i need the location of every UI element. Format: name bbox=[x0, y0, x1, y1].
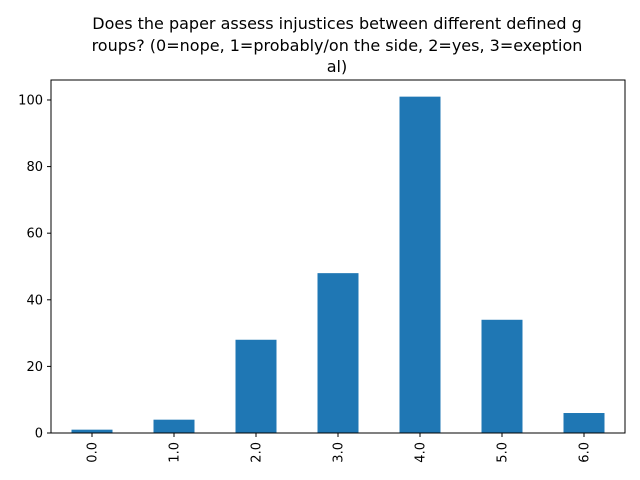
bar-3.0 bbox=[317, 273, 359, 433]
y-tick-label: 20 bbox=[26, 360, 43, 375]
chart-title-line-3: al) bbox=[327, 57, 348, 76]
chart-title-line-2: roups? (0=nope, 1=probably/on the side, … bbox=[92, 36, 583, 55]
bar-5.0 bbox=[481, 319, 523, 433]
bar-4.0 bbox=[399, 96, 441, 433]
chart-title: Does the paper assess injustices between… bbox=[92, 14, 583, 76]
bar-6.0 bbox=[563, 413, 605, 433]
x-tick-label: 0.0 bbox=[86, 442, 101, 463]
x-tick-label: 3.0 bbox=[332, 442, 347, 463]
y-tick-label: 60 bbox=[26, 227, 43, 242]
x-tick-label: 6.0 bbox=[578, 442, 593, 463]
y-tick-label: 0 bbox=[35, 427, 43, 442]
plot-area: 0 20 40 60 80 100 0.0 1.0 2.0 3.0 4.0 5.0 6.0 bbox=[18, 79, 626, 463]
y-tick-label: 80 bbox=[26, 160, 43, 175]
x-tick-label: 2.0 bbox=[250, 442, 265, 463]
y-tick-label: 100 bbox=[18, 93, 43, 108]
chart-title-line-1: Does the paper assess injustices between… bbox=[92, 14, 581, 33]
x-tick-label: 1.0 bbox=[168, 442, 183, 463]
x-tick-label: 5.0 bbox=[496, 442, 511, 463]
x-tick-label: 4.0 bbox=[414, 442, 429, 463]
bar-0.0 bbox=[71, 429, 113, 433]
y-tick-label: 40 bbox=[26, 293, 43, 308]
bar-2.0 bbox=[235, 339, 277, 433]
bar-1.0 bbox=[153, 419, 195, 433]
